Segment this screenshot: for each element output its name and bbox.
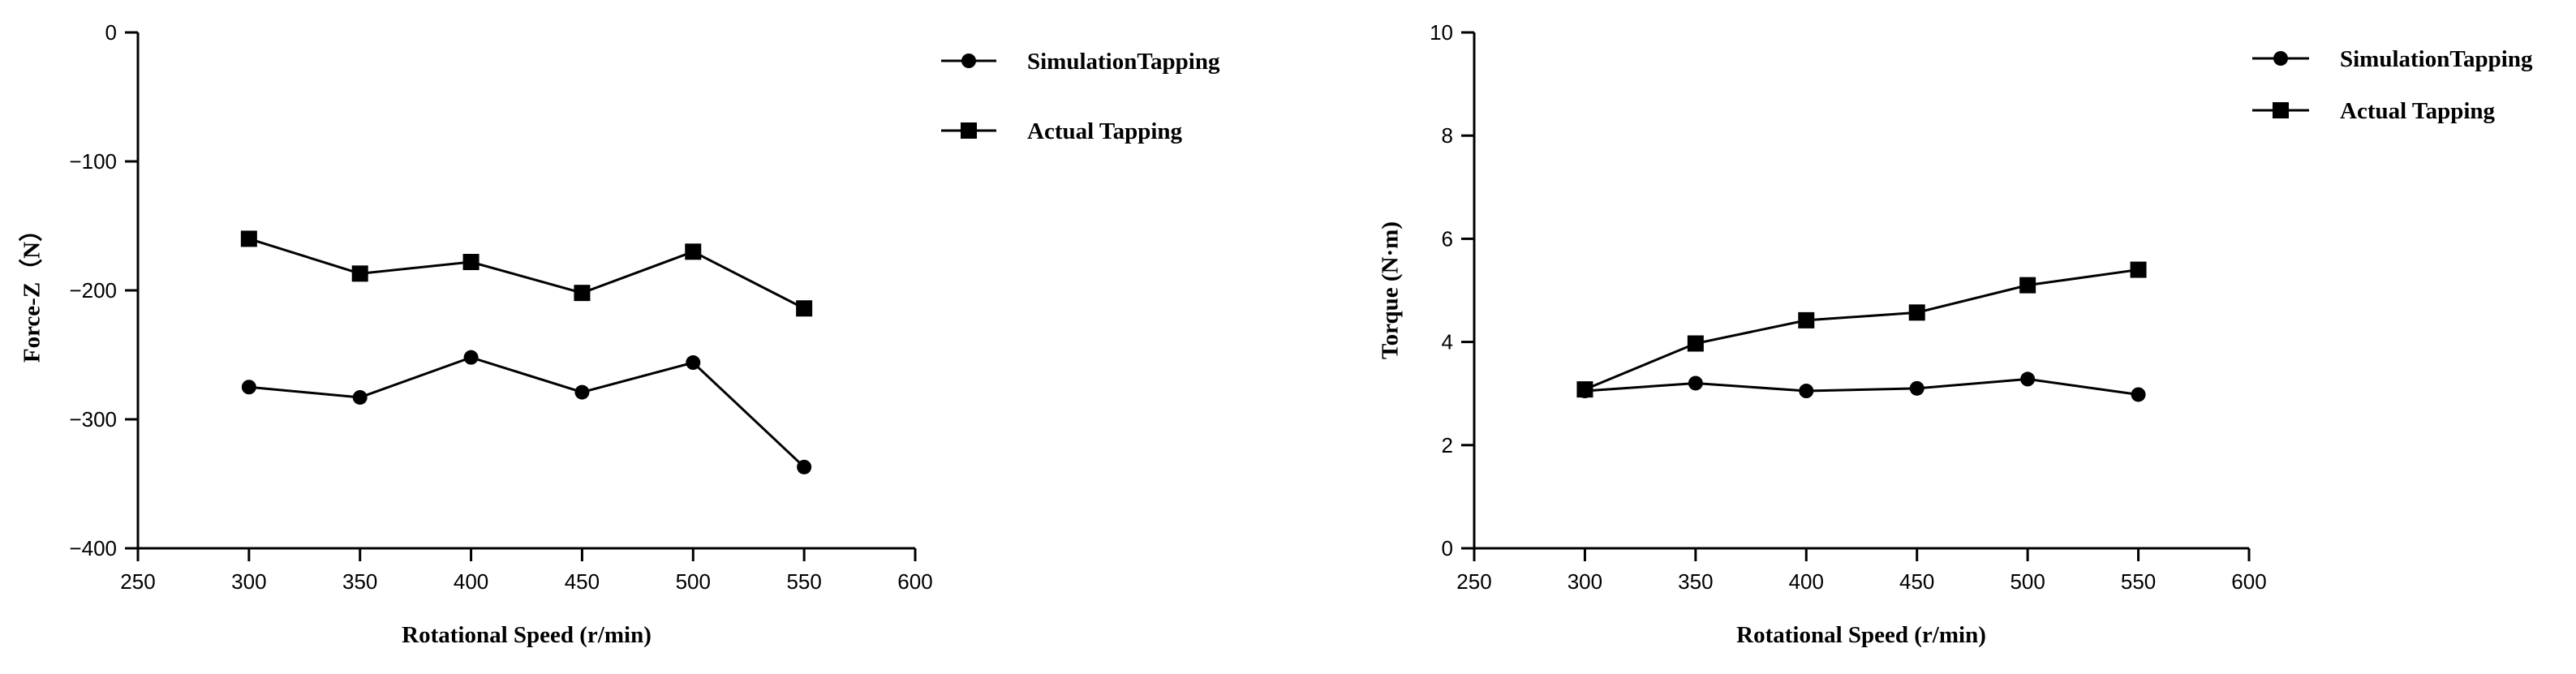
actual-data-point	[240, 230, 257, 247]
actual-data-point	[1576, 381, 1593, 398]
y-tick-label: 8	[1442, 123, 1453, 148]
legend-marker-square	[2273, 102, 2289, 118]
y-tick-label: 0	[105, 20, 117, 45]
simulation-data-point	[574, 384, 590, 400]
x-tick-label: 450	[1899, 569, 1934, 594]
legend-label: Actual Tapping	[1027, 118, 1183, 144]
legend-entry-simulation: SimulationTapping	[2252, 46, 2533, 72]
actual-data-point	[574, 285, 591, 302]
y-tick-label: −300	[69, 407, 117, 431]
simulation-series-line	[1585, 377, 2139, 396]
legend-entry-actual: Actual Tapping	[2252, 98, 2496, 124]
simulation-data-point	[241, 380, 256, 395]
legend-label: SimulationTapping	[1027, 49, 1220, 75]
x-tick-label: 250	[120, 569, 155, 594]
simulation-data-point	[797, 459, 812, 474]
actual-data-point	[1798, 311, 1815, 328]
x-tick-label: 300	[231, 569, 266, 594]
legend-label: SimulationTapping	[2340, 46, 2533, 72]
x-tick-label: 500	[676, 569, 711, 594]
legend-marker-circle	[2273, 51, 2288, 66]
x-tick-label: 400	[1789, 569, 1824, 594]
actual-series-line	[1584, 268, 2139, 391]
legend-marker-square	[961, 122, 977, 139]
simulation-data-point	[463, 350, 479, 365]
y-tick-label: −400	[69, 536, 117, 560]
simulation-data-point	[352, 389, 368, 405]
y-tick-label: 0	[1442, 536, 1453, 560]
actual-data-point	[796, 300, 813, 317]
y-tick-label: 2	[1442, 433, 1453, 457]
y-tick-label: 10	[1430, 20, 1453, 45]
simulation-data-point	[1799, 384, 1814, 399]
y-tick-label: 4	[1442, 330, 1453, 354]
simulation-data-point	[686, 355, 701, 371]
x-tick-label: 450	[565, 569, 600, 594]
legend-entry-actual: Actual Tapping	[941, 118, 1183, 144]
y-tick-label: 6	[1442, 226, 1453, 251]
x-tick-label: 550	[2121, 569, 2156, 594]
actual-data-point	[2019, 277, 2036, 294]
x-axis-title: Rotational Speed (r/min)	[402, 622, 652, 648]
x-tick-label: 400	[454, 569, 488, 594]
y-axis-title: Torque (N·m)	[1378, 221, 1404, 359]
legend-marker-circle	[961, 54, 976, 68]
x-tick-label: 250	[1456, 569, 1491, 594]
x-tick-label: 600	[897, 569, 932, 594]
torque-chart: 0 2 4 6 8 10 250 300 350 400 450 500 550 600 Torque (N…	[1378, 20, 2533, 648]
legend-label: Actual Tapping	[2340, 98, 2496, 124]
simulation-data-point	[2131, 387, 2146, 402]
y-tick-label: −100	[69, 149, 117, 174]
actual-data-point	[462, 254, 480, 271]
x-tick-label: 300	[1568, 569, 1602, 594]
actual-data-point	[685, 243, 702, 260]
actual-series-line	[248, 237, 805, 310]
x-tick-label: 500	[2010, 569, 2045, 594]
y-tick-label: −200	[69, 278, 117, 303]
x-axis-title: Rotational Speed (r/min)	[1736, 622, 1986, 648]
simulation-data-point	[2020, 371, 2036, 387]
simulation-data-point	[1909, 380, 1924, 396]
legend-entry-simulation: SimulationTapping	[941, 49, 1220, 75]
actual-data-point	[1908, 304, 1925, 321]
simulation-series-line	[248, 356, 806, 468]
simulation-data-point	[1688, 376, 1703, 391]
x-tick-label: 350	[1678, 569, 1713, 594]
actual-data-point	[1687, 335, 1704, 352]
y-axis-title: Force-Z（N）	[19, 218, 45, 363]
actual-data-point	[351, 265, 368, 282]
x-tick-label: 550	[786, 569, 821, 594]
actual-data-point	[2130, 261, 2147, 278]
x-tick-label: 350	[342, 569, 377, 594]
x-tick-label: 600	[2231, 569, 2266, 594]
